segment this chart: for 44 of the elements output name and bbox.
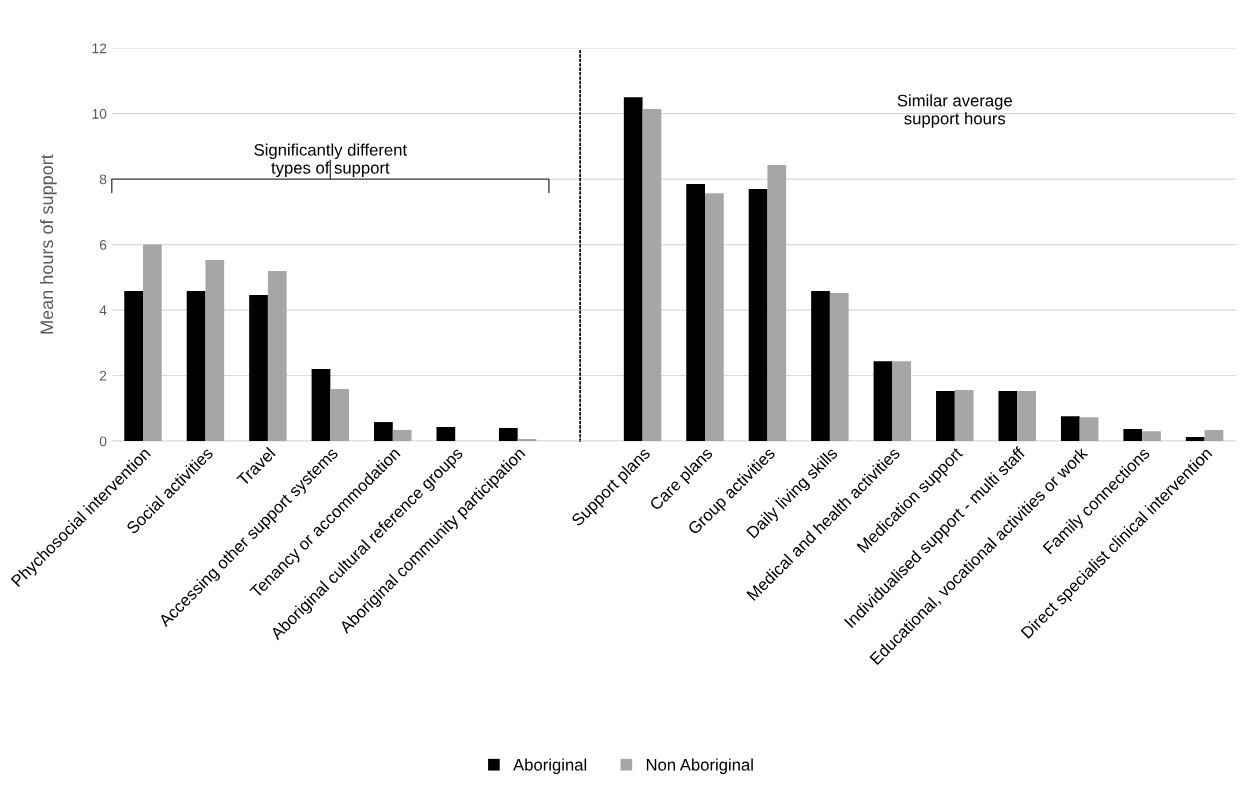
bar (374, 422, 393, 442)
legend-label: Non Aboriginal (646, 758, 753, 774)
bar (498, 427, 518, 442)
bar (998, 390, 1018, 442)
bar (436, 426, 456, 442)
annotation: Significantly different types of support (254, 143, 407, 178)
bar (748, 188, 768, 442)
y-tick-label: 4 (99, 305, 107, 316)
bar (311, 369, 331, 442)
bar (249, 295, 268, 442)
y-tick-label: 8 (99, 174, 107, 185)
bar (143, 244, 162, 442)
y-tick-label: 2 (99, 370, 107, 381)
bar (623, 97, 643, 442)
bar (642, 109, 662, 442)
bar (205, 259, 225, 442)
bar (1185, 437, 1205, 442)
bar (1060, 416, 1080, 442)
annotation: Similar average support hours (897, 94, 1012, 128)
bar (124, 291, 143, 442)
bar (1142, 431, 1161, 442)
bar (686, 184, 706, 442)
bar (1017, 390, 1036, 442)
bar (186, 291, 206, 442)
bar (392, 429, 412, 442)
bar (767, 165, 787, 442)
bar (811, 291, 830, 442)
legend-label: Aboriginal (513, 758, 587, 774)
bar (829, 293, 849, 442)
bar (936, 390, 955, 442)
bar (873, 361, 893, 442)
bar (705, 193, 724, 442)
bar (892, 361, 912, 442)
y-tick-label: 0 (99, 436, 107, 447)
y-tick-label: 12 (92, 43, 107, 54)
bar (1123, 428, 1143, 442)
bar (1079, 417, 1099, 442)
bar (330, 388, 350, 442)
y-tick-label: 10 (92, 108, 107, 119)
y-tick-label: 6 (99, 239, 107, 250)
y-axis-title: Mean hours of support (39, 154, 57, 334)
bar (954, 389, 974, 442)
bar (267, 271, 287, 442)
bar (1204, 429, 1224, 442)
